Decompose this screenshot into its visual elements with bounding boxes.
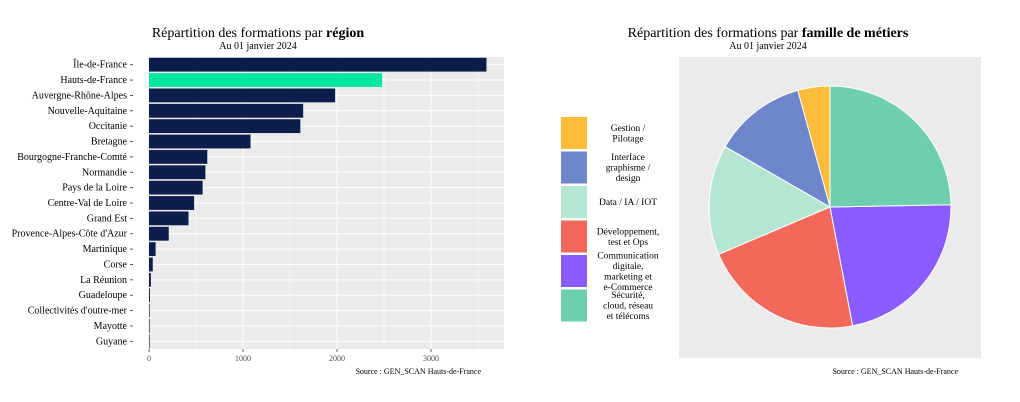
legend-key xyxy=(561,220,587,253)
category-label: Guyane xyxy=(96,336,128,347)
bar xyxy=(149,134,251,149)
x-tick-label: 2000 xyxy=(329,354,345,363)
category-label: Grand Est xyxy=(87,213,127,224)
category-label: Île-de-France xyxy=(73,59,127,71)
bar xyxy=(149,257,153,272)
bar xyxy=(149,334,150,349)
category-label: Auvergne-Rhône-Alpes xyxy=(32,90,127,101)
category-label: Nouvelle-Aquitaine xyxy=(48,106,128,117)
legend-key xyxy=(561,151,587,184)
category-label: Bretagne xyxy=(91,137,128,148)
bar xyxy=(149,196,195,210)
legend-label: Communication digitale, marketing et e-Comm… xyxy=(597,251,658,293)
category-label: Bourgogne-Franche-Comté xyxy=(17,152,127,163)
bar-chart-subtitle: Au 01 janvier 2024 xyxy=(219,41,297,52)
x-tick-label: 1000 xyxy=(235,354,251,363)
bar-chart-x-ticks: 0 1000 2000 3000 xyxy=(147,349,439,363)
category-label: La Réunion xyxy=(80,275,127,286)
pie-slice xyxy=(717,206,854,329)
pie-legend: Gestion / Pilotage Interface graphisme / des… xyxy=(561,117,659,322)
region-bar-chart: Répartition des formations par région Au… xyxy=(12,26,504,376)
category-label: Mayotte xyxy=(94,321,128,332)
legend-label: Gestion / Pilotage xyxy=(611,124,646,145)
pie-slice xyxy=(829,204,952,327)
metier-pie-chart: Répartition des formations par famille d… xyxy=(561,26,981,376)
pie-slice xyxy=(724,89,831,209)
bar xyxy=(149,165,206,180)
bar xyxy=(149,303,150,318)
legend-key xyxy=(561,186,587,218)
legend-label: Data / IA / IOT xyxy=(599,198,657,208)
bar xyxy=(149,272,151,287)
bar-chart-title: Répartition des formations par région xyxy=(152,26,365,41)
bar xyxy=(149,288,150,303)
bar xyxy=(149,226,169,241)
category-label: Collectivités d'outre-mer xyxy=(28,306,128,317)
bar xyxy=(149,103,304,118)
bar xyxy=(149,149,208,164)
pie-chart-subtitle: Au 01 janvier 2024 xyxy=(729,41,807,52)
legend-key xyxy=(561,255,587,287)
legend-key xyxy=(561,289,587,322)
x-tick-label: 3000 xyxy=(423,354,439,363)
pie-chart-title: Répartition des formations par famille d… xyxy=(628,26,909,41)
category-label: Corse xyxy=(104,259,128,270)
x-tick-label: 0 xyxy=(147,354,151,363)
category-label: Guadeloupe xyxy=(79,290,128,301)
bar-chart-bars xyxy=(149,57,487,349)
category-label: Occitanie xyxy=(89,121,128,132)
category-label: Pays de la Loire xyxy=(62,183,127,194)
category-label: Provence-Alpes-Côte d'Azur xyxy=(12,229,128,240)
legend-label: Sécurité, cloud, réseau et télécoms xyxy=(603,291,653,322)
pie-slices xyxy=(708,85,952,329)
bar xyxy=(149,211,189,226)
pie-slice xyxy=(708,146,832,256)
bar xyxy=(149,180,203,195)
legend-label: Interface graphisme / design xyxy=(606,152,651,184)
bar xyxy=(149,57,487,72)
bar xyxy=(149,88,336,103)
category-label: Hauts-de-France xyxy=(60,75,127,86)
category-label: Martinique xyxy=(83,244,128,255)
bar xyxy=(149,319,150,333)
pie-chart-source: Source : GEN_SCAN Hauts-de-France xyxy=(832,367,958,376)
bar-chart-category-labels: Île-de-France Hauts-de-France Auvergne-Rhô… xyxy=(12,59,133,347)
pie-slice xyxy=(829,85,952,208)
legend-label: Développement, test et Ops xyxy=(597,227,660,248)
bar xyxy=(149,242,156,257)
bar xyxy=(149,119,301,134)
bar-chart-source: Source : GEN_SCAN Hauts-de-France xyxy=(355,367,481,376)
category-label: Centre-Val de Loire xyxy=(48,198,128,209)
legend-key xyxy=(561,117,587,149)
bar xyxy=(149,73,383,87)
category-label: Normandie xyxy=(82,167,128,178)
